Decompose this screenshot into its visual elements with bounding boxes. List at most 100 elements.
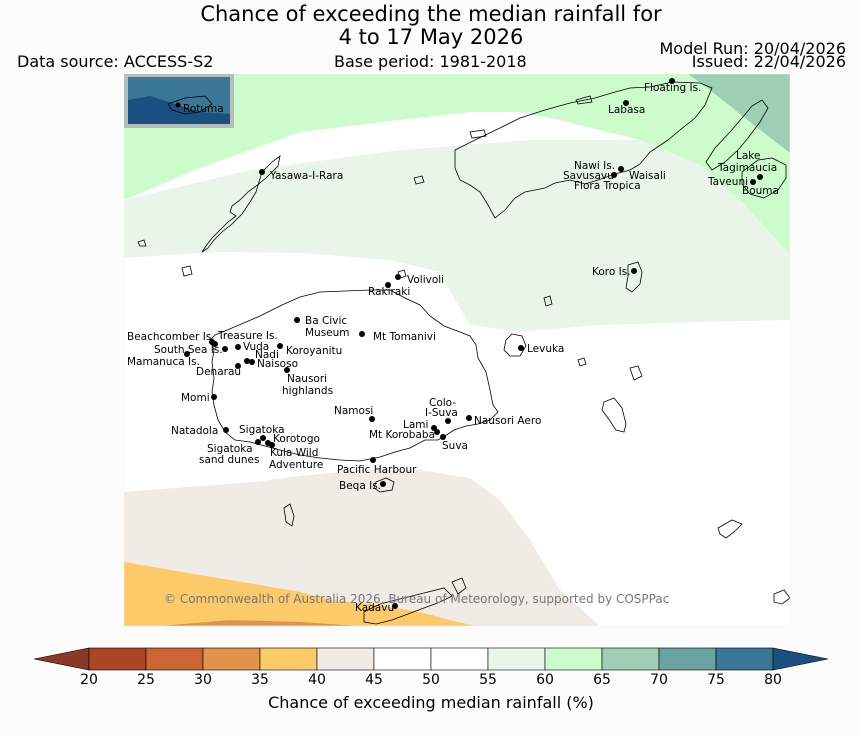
place-marker — [184, 351, 190, 357]
place-label: Colo- — [429, 397, 456, 409]
rotuma-inset: Rotuma — [124, 74, 234, 128]
band-55-60 — [124, 140, 790, 332]
place-label: Rakiraki — [368, 286, 410, 298]
place-marker — [223, 427, 229, 433]
place-label: Lami — [403, 419, 428, 431]
small-islet-6 — [773, 589, 790, 605]
rotuma-label: Rotuma — [183, 103, 224, 115]
place-marker — [750, 179, 756, 185]
ono-outline — [451, 577, 467, 595]
place-label: Beqa Is. — [339, 480, 381, 492]
colorbar-tick-label: 60 — [536, 672, 554, 688]
place-label: Denarau — [196, 366, 241, 378]
place-label: I-Suva — [425, 407, 458, 419]
place-label: Mamanuca Is. — [127, 356, 200, 368]
yasawa-outline — [201, 155, 281, 253]
place-label: Koro Is. — [592, 266, 631, 278]
colorbar-over-arrow — [772, 647, 829, 671]
colorbar-tick-label: 45 — [365, 672, 383, 688]
place-marker — [440, 434, 446, 440]
place-label: Kula Wild — [270, 447, 318, 459]
colorbar-segment — [487, 647, 546, 671]
place-marker — [277, 343, 283, 349]
small-islet-2 — [137, 239, 147, 247]
map-title-line2: 4 to 17 May 2026 — [338, 25, 524, 49]
data-source: Data source: ACCESS-S2 — [17, 52, 214, 71]
koro-outline — [625, 261, 643, 293]
colorbar-tick-label: 20 — [80, 672, 98, 688]
inset-deep-band — [128, 96, 230, 124]
place-label: Taveuni — [707, 176, 748, 188]
colorbar-segment — [88, 647, 147, 671]
place-label: Nausori Aero — [474, 415, 541, 427]
place-label: Flora Tropica — [574, 180, 641, 192]
vatulele-outline — [283, 503, 295, 527]
place-marker — [235, 344, 241, 350]
colorbar-tick-label: 30 — [194, 672, 212, 688]
place-marker — [392, 603, 398, 609]
colorbar-segment — [145, 647, 204, 671]
place-label: Nawi Is. — [574, 160, 615, 172]
vanua-levu-outline — [454, 81, 713, 219]
place-label: Ba Civic — [305, 315, 347, 327]
place-marker — [611, 172, 617, 178]
place-marker — [395, 274, 401, 280]
place-marker — [249, 359, 255, 365]
place-label: Levuka — [527, 343, 564, 355]
rotuma-marker — [175, 102, 181, 108]
place-marker — [757, 174, 763, 180]
small-islet-4 — [629, 365, 643, 381]
place-label: Suva — [442, 440, 468, 452]
band-35-40 — [124, 562, 475, 626]
place-marker — [370, 457, 376, 463]
place-label: Savusavu — [563, 170, 614, 182]
colorbar-segment — [601, 647, 660, 671]
small-islet-10 — [577, 357, 587, 367]
place-marker — [359, 331, 365, 337]
colorbar-segment — [259, 647, 318, 671]
band-30-35 — [160, 620, 360, 626]
map-frame — [123, 73, 791, 627]
rotuma-outline — [167, 95, 213, 115]
colorbar-segment — [202, 647, 261, 671]
place-marker — [466, 415, 472, 421]
place-label: Mt Korobaba — [369, 429, 435, 441]
place-label: Lake — [736, 150, 760, 162]
colorbar-tick-label: 80 — [764, 672, 782, 688]
place-marker — [618, 166, 624, 172]
place-label: Waisali — [629, 170, 666, 182]
place-marker — [380, 481, 386, 487]
colorbar-segment — [658, 647, 717, 671]
taveuni-east-outline — [741, 157, 787, 199]
colorbar-tick-label: 35 — [251, 672, 269, 688]
place-label: Yasawa-I-Rara — [269, 170, 343, 182]
place-marker — [669, 78, 675, 84]
place-marker — [631, 268, 637, 274]
beqa-outline — [373, 477, 395, 493]
place-label: highlands — [282, 385, 333, 397]
place-marker — [434, 429, 440, 435]
small-islet-1 — [181, 265, 193, 277]
place-label: Labasa — [608, 104, 645, 116]
place-label: Natadola — [171, 425, 218, 437]
place-label: Naisoso — [257, 358, 298, 370]
small-islet-5 — [717, 519, 743, 539]
place-label: Bouma — [742, 185, 779, 197]
place-label: Korotogo — [273, 433, 320, 445]
place-label: Vuda — [243, 341, 269, 353]
map-title-line1: Chance of exceeding the median rainfall … — [200, 2, 662, 26]
place-label: Mt Tomanivi — [373, 331, 436, 343]
colorbar-segment — [430, 647, 489, 671]
place-marker — [284, 367, 290, 373]
place-label: Namosi — [334, 405, 373, 417]
colorbar-segment — [373, 647, 432, 671]
place-label: South Sea Is. — [154, 344, 223, 356]
colorbar-segment — [544, 647, 603, 671]
gau-outline — [601, 397, 627, 433]
place-marker — [623, 100, 629, 106]
place-marker — [445, 418, 451, 424]
colorbar-tick-label: 70 — [650, 672, 668, 688]
place-marker — [212, 341, 218, 347]
place-marker — [260, 435, 266, 441]
